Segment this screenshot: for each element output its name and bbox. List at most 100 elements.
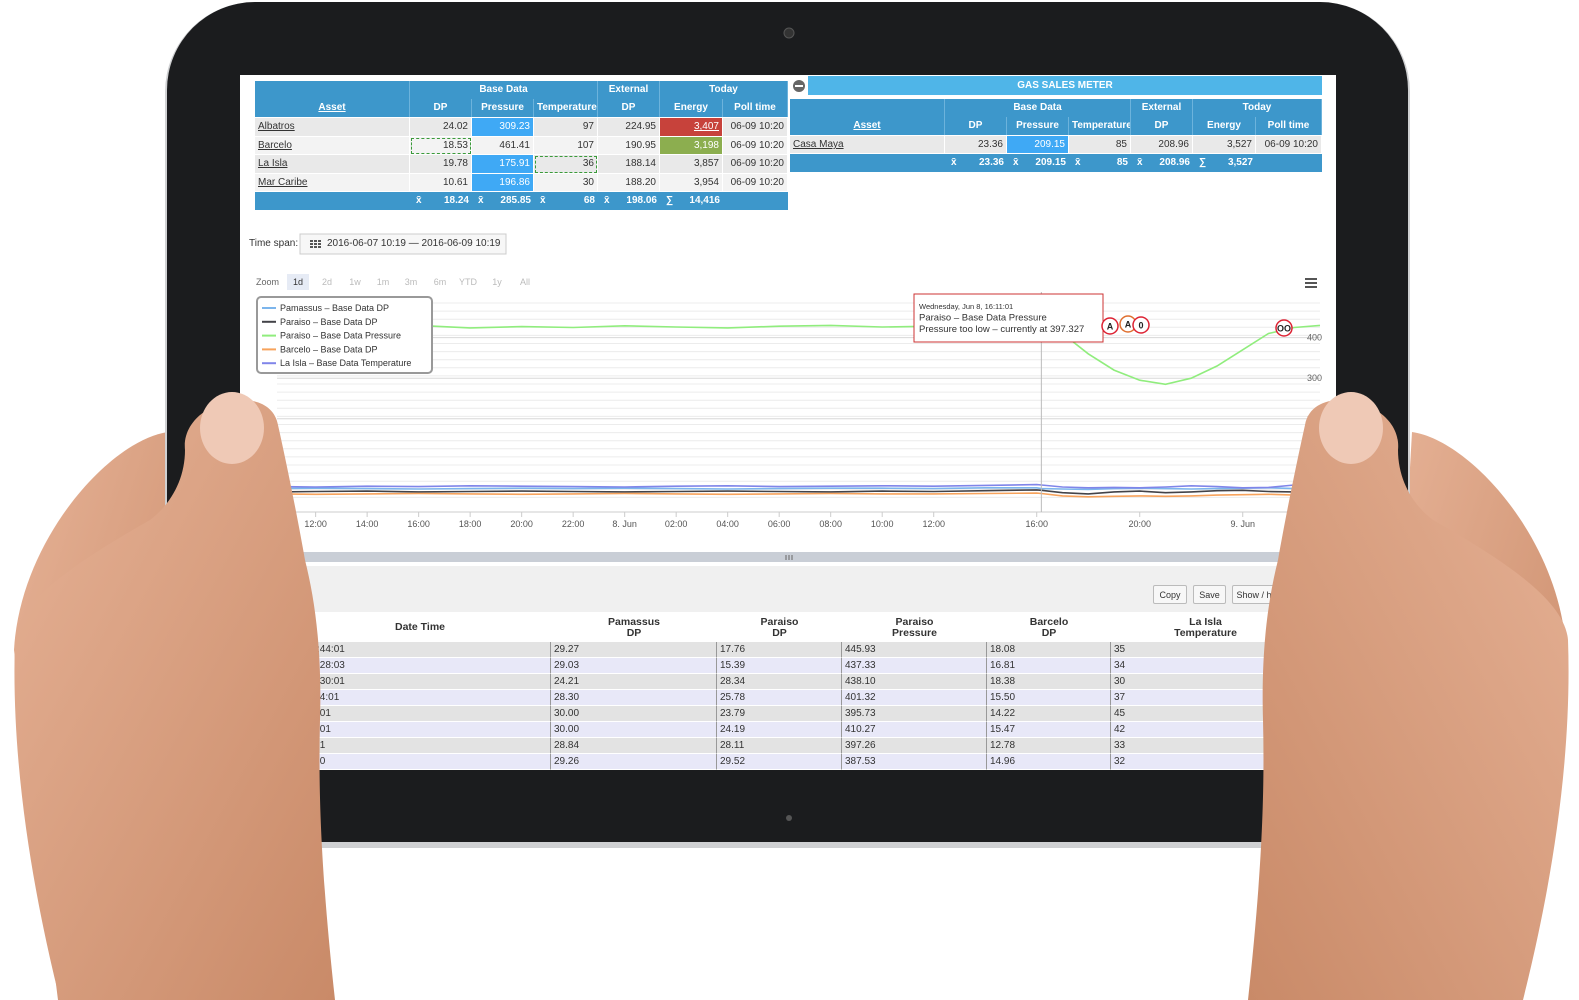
table-cell: 97 [534,118,598,137]
table-cell: 33 [1111,738,1300,754]
column-header[interactable]: Asset [790,117,945,135]
asset-link[interactable]: Barcelo [255,136,410,155]
footer-symbol: x̄ [604,195,610,206]
group-header: Today [1193,99,1322,117]
table-cell: 29.26 [551,754,717,770]
table-cell: 196.86 [472,173,534,192]
footer-value: 3,527 [1227,157,1253,168]
footer-symbol: ∑ [666,195,674,206]
table-cell: 188.20 [598,173,660,192]
column-header: Energy [660,99,723,117]
footer-value: 285.85 [500,195,531,206]
column-header: DP [772,627,787,639]
column-header: Pressure [1007,117,1069,135]
group-header: External [1131,99,1193,117]
table-cell: 36 [534,155,598,174]
table-cell: 14.22 [987,706,1111,722]
footer-value: 23.36 [978,157,1004,168]
header-cell [790,99,945,117]
table-cell: 397.26 [842,738,987,754]
table-cell: 85 [1069,136,1131,154]
column-header: Poll time [1256,117,1322,135]
footer-symbol: x̄ [951,157,957,168]
column-header: Poll time [723,99,788,117]
column-header: DP [1041,627,1057,639]
time-span-box[interactable] [299,233,507,255]
table-cell: 3,857 [660,155,723,174]
column-header: DP [626,627,642,639]
table-cell: 25.78 [717,690,842,706]
column-header: Pressure [472,99,534,117]
column-header: La Isla [1189,616,1222,628]
table-cell: 410.27 [842,722,987,738]
column-header: Pressure [892,627,937,639]
footer-symbol: x̄ [540,195,546,206]
table-cell: 438.10 [842,674,987,690]
table-cell: 30 [534,173,598,192]
footer-value: 18.24 [443,195,469,206]
table-cell: 15.50 [987,690,1111,706]
table-cell: 29.27 [551,642,717,658]
asset-link[interactable]: La Isla [255,155,410,174]
column-header: Temperature [1174,627,1237,639]
table-cell: 30.00 [551,706,717,722]
footer-value: 85 [1116,157,1128,168]
column-header: DP [1131,117,1193,135]
table-cell: 24.21 [551,674,717,690]
table-cell: 461.41 [472,136,534,155]
footer-value: 209.15 [1035,157,1066,168]
column-header: Barcelo [1029,616,1069,628]
footer-value: 14,416 [689,195,720,206]
footer-value: 68 [583,195,595,206]
table-cell: 188.14 [598,155,660,174]
group-header: Today [660,81,788,99]
table-cell: 190.95 [598,136,660,155]
navigator-bar [272,552,1308,562]
asset-link[interactable]: Casa Maya [790,136,945,154]
asset-link[interactable]: Mar Caribe [255,173,410,192]
table-cell: 30.00 [551,722,717,738]
column-header[interactable]: Asset [255,99,410,117]
footer-symbol: x̄ [1075,157,1081,168]
camera [783,27,795,39]
table-cell: 23.36 [945,136,1007,154]
table-cell: 107 [534,136,598,155]
table-cell: 209.15 [1007,136,1069,154]
column-header: Temperature [534,99,598,117]
time-span-label: Time span: [249,238,299,249]
table-cell: 309.23 [472,118,534,137]
asset-link[interactable]: Albatros [255,118,410,137]
table-cell: 4:41:01 [289,738,551,754]
table-cell: 30 [1111,674,1300,690]
table-cell: 18.38 [987,674,1111,690]
table-footer [790,154,1322,172]
table-cell: 28.11 [717,738,842,754]
header-cell [255,81,410,99]
table-cell: 17.76 [717,642,842,658]
table-cell: 437.33 [842,658,987,674]
time-span-value[interactable]: 2016-06-07 10:19 — 2016-06-09 10:19 [327,238,501,249]
button[interactable]: Show / hide colu [1232,585,1307,604]
table-cell: 224.95 [598,118,660,137]
column-header: DP [410,99,472,117]
table-cell: 06-09 10:20 [723,118,788,137]
column-header: Paraiso [895,616,934,628]
button[interactable]: Copy [1153,585,1187,604]
table-cell: 35 [1111,642,1300,658]
table-cell: 18.53 [410,136,472,155]
table-cell: 19.78 [410,155,472,174]
table-cell: 28.34 [717,674,842,690]
group-header: External [598,81,660,99]
table-cell: 445.93 [842,642,987,658]
table-cell: 3,954 [660,173,723,192]
table-footer [255,192,788,210]
table-cell: 05:12:01 [289,722,551,738]
button[interactable]: Save [1193,585,1226,604]
table-cell: 10.61 [410,173,472,192]
group-header: Base Data [945,99,1131,117]
column-header: Temperature [1069,117,1131,135]
table-cell: 24.02 [410,118,472,137]
table-cell: 06-09 10:20 [1256,136,1322,154]
table-cell: 18.08 [987,642,1111,658]
table-cell: 9 05:44:01 [289,690,551,706]
